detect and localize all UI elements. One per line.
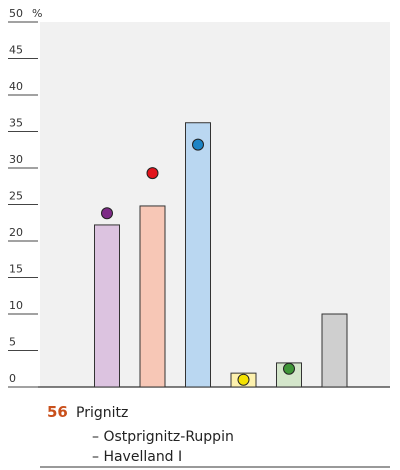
bar bbox=[321, 313, 348, 388]
y-tick-label: 45 bbox=[9, 44, 23, 57]
y-tick-label: 35 bbox=[9, 117, 23, 130]
y-tick-label: 50 bbox=[9, 7, 23, 20]
bar bbox=[185, 122, 211, 388]
y-tick-label: 30 bbox=[9, 153, 23, 166]
y-tick-label: 20 bbox=[9, 226, 23, 239]
y-tick-label: 10 bbox=[9, 299, 23, 312]
y-unit: % bbox=[32, 7, 42, 20]
y-tick-label: 40 bbox=[9, 80, 23, 93]
bar bbox=[94, 224, 120, 388]
y-tick-label: 5 bbox=[9, 336, 16, 349]
previous-marker bbox=[146, 167, 159, 180]
y-tick-label: 25 bbox=[9, 190, 23, 203]
y-tick-label: 0 bbox=[9, 372, 16, 385]
previous-marker bbox=[237, 373, 250, 386]
previous-marker bbox=[192, 138, 204, 151]
previous-marker bbox=[101, 207, 113, 220]
constituency-part: – Ostprignitz-Ruppin bbox=[92, 429, 234, 445]
constituency-name: Prignitz bbox=[76, 405, 128, 421]
y-tick-label: 15 bbox=[9, 263, 23, 276]
constituency-part: – Havelland I bbox=[92, 449, 182, 465]
bar bbox=[139, 205, 166, 388]
previous-marker bbox=[283, 362, 295, 375]
constituency-number: 56 bbox=[47, 403, 68, 421]
